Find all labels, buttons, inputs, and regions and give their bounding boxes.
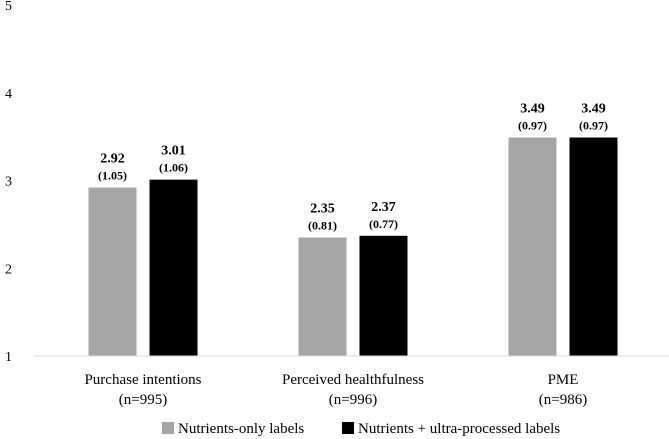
bar-nutrients-only xyxy=(298,237,347,356)
bar-nutrients-only xyxy=(508,137,557,356)
bars xyxy=(88,137,618,356)
y-axis-ticks: 1 2 3 4 5 xyxy=(5,0,12,365)
data-label-sd: (1.06) xyxy=(159,161,188,175)
category-label: PME xyxy=(548,372,579,388)
bar-nutrients-only xyxy=(88,187,137,356)
category-sample-size: (n=995) xyxy=(119,392,167,408)
legend-label: Nutrients + ultra-processed labels xyxy=(358,421,560,437)
data-label-sd: (0.97) xyxy=(579,119,608,133)
data-label-sd: (0.97) xyxy=(518,119,547,133)
data-label-value: 3.49 xyxy=(520,102,545,117)
data-label-value: 3.49 xyxy=(581,102,606,117)
legend: Nutrients-only labels Nutrients + ultra-p… xyxy=(162,421,560,437)
category-sample-size: (n=996) xyxy=(329,392,377,408)
data-label-value: 2.92 xyxy=(100,152,125,167)
category-sample-size: (n=986) xyxy=(539,392,587,408)
legend-swatch xyxy=(342,422,354,434)
y-tick-label: 4 xyxy=(5,87,12,102)
legend-label: Nutrients-only labels xyxy=(178,421,304,437)
category-label: Purchase intentions xyxy=(84,372,201,388)
y-tick-label: 2 xyxy=(5,262,12,277)
data-label-value: 2.35 xyxy=(310,202,335,217)
bar-nutrients-ultra-processed xyxy=(359,235,408,356)
category-labels: Purchase intentions (n=995) Perceived heal… xyxy=(84,372,587,408)
y-tick-label: 5 xyxy=(5,0,12,14)
data-label-value: 3.01 xyxy=(161,144,186,159)
data-label-sd: (0.77) xyxy=(369,217,398,231)
data-label-sd: (1.05) xyxy=(98,169,127,183)
data-label-value: 2.37 xyxy=(371,200,396,215)
legend-swatch xyxy=(162,422,174,434)
bar-nutrients-ultra-processed xyxy=(149,179,198,356)
bar-nutrients-ultra-processed xyxy=(569,137,618,356)
data-label-sd: (0.81) xyxy=(308,219,337,233)
y-tick-label: 1 xyxy=(5,350,12,365)
y-tick-label: 3 xyxy=(5,175,12,190)
category-label: Perceived healthfulness xyxy=(282,372,424,388)
data-labels: 2.92 (1.05) 2.35 (0.81) 3.49 (0.97) 3.01 (1.06)… xyxy=(98,102,608,233)
